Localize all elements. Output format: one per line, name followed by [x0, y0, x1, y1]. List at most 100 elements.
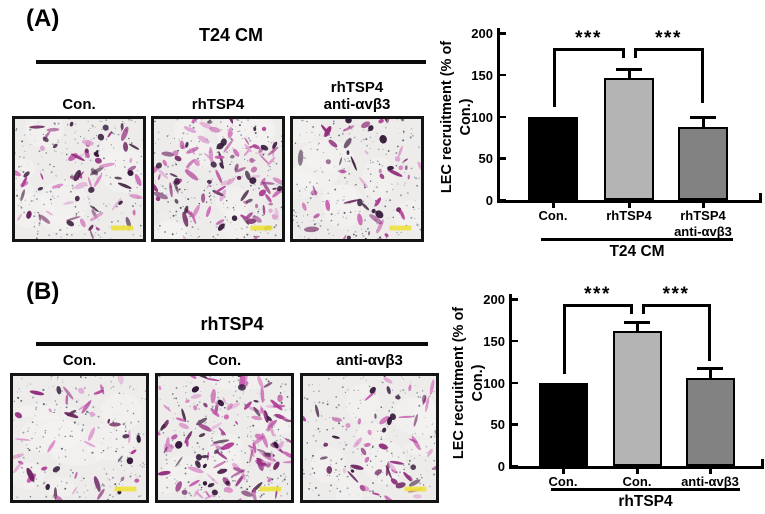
micrograph-image-rhtsp4-anti-avb3 [303, 376, 436, 500]
x-tick-2 [709, 469, 712, 474]
panel-b-group-title: rhTSP4 [200, 314, 264, 334]
y-tick-label: 50 [490, 417, 505, 433]
x-tick-0 [562, 469, 565, 474]
micrograph-image-t24cm-con [15, 119, 143, 239]
sig-bracket-bar [642, 304, 710, 307]
panel-b-column-label-con-1: Con. [62, 352, 97, 370]
y-tick-label: 100 [471, 109, 493, 125]
panel-a-bar-chart: 0 50 100 150 200 LEC recruitment (% of Con.) C… [420, 10, 765, 260]
y-tick-label: 50 [478, 151, 493, 167]
category-label-2: anti-αvβ3 [681, 474, 739, 489]
micrograph-t24cm-rhtsp4-anti-avb3 [290, 116, 424, 242]
y-tick-label: 150 [471, 67, 493, 83]
x-tick-2 [702, 203, 705, 208]
sig-bracket-left-drop [553, 48, 556, 108]
micrograph-image-t24cm-rhtsp4-anti-avb3 [293, 119, 421, 239]
scale-bar [259, 486, 282, 492]
x-group-label: rhTSP4 [618, 493, 673, 510]
error-bar-cap-1 [624, 321, 650, 325]
x-group-label: T24 CM [609, 243, 665, 260]
sig-bracket-right-drop [622, 48, 625, 59]
micrograph-rhtsp4-con-2 [155, 373, 294, 503]
micrograph-image-rhtsp4-con-2 [158, 376, 291, 500]
bar-1 [612, 330, 662, 466]
y-tick [512, 381, 518, 384]
sig-bracket-left-drop [563, 304, 566, 375]
x-group-underline [541, 238, 733, 241]
panel-a: (A) T24 CM Con. rhTSP4 rhTSP4 anti-αvβ3 … [12, 5, 765, 260]
error-bar-line-2 [702, 117, 705, 128]
bar-0 [528, 116, 578, 200]
micrograph-rhtsp4-anti-avb3 [300, 373, 439, 503]
category-label-0: Con. [548, 474, 578, 489]
y-tick-label: 0 [497, 459, 505, 474]
error-bar-line-2 [709, 368, 712, 379]
y-tick-label: 150 [483, 333, 505, 349]
category-label-1: rhTSP4 [606, 208, 652, 223]
x-group-underline [551, 488, 740, 491]
sig-bracket-right-drop [701, 48, 704, 104]
y-tick [500, 73, 506, 77]
panel-a-group-title: T24 CM [198, 25, 263, 45]
bar-2 [685, 378, 735, 466]
y-tick [512, 339, 518, 343]
y-tick-label: 200 [483, 292, 505, 307]
scale-bar [114, 486, 137, 492]
scale-bar [389, 225, 412, 231]
sig-bracket-right-drop [708, 304, 711, 361]
significance-stars: *** [584, 284, 611, 305]
micrograph-t24cm-rhtsp4 [151, 116, 285, 242]
bar-1 [604, 78, 654, 200]
panel-b-tag: (B) [26, 278, 60, 305]
micrograph-rhtsp4-con-1 [10, 373, 149, 503]
scale-bar [404, 486, 427, 492]
y-axis-title: LEC recruitment (% of Con.) [451, 306, 486, 459]
category-label-0: Con. [538, 208, 568, 223]
scale-bar [250, 225, 273, 231]
y-tick [500, 32, 506, 35]
error-bar-line-1 [628, 68, 631, 79]
significance-stars: *** [662, 284, 690, 305]
panel-a-column-label-rhtsp4: rhTSP4 [191, 96, 245, 114]
y-tick-label: 0 [485, 193, 493, 208]
y-tick-label: 100 [483, 375, 505, 391]
micrograph-image-rhtsp4-con-1 [13, 376, 146, 500]
panel-b-column-label-con-2: Con. [207, 352, 242, 370]
x-axis-end-tick [761, 459, 764, 466]
panel-b: (B) rhTSP4 Con. Con. anti-αvβ3 0 50 100 150… [0, 260, 765, 514]
panel-a-column-label-rhtsp4-anti-avb3: rhTSP4 anti-αvβ3 [323, 78, 391, 114]
x-axis [509, 466, 764, 469]
significance-stars: *** [575, 28, 602, 50]
category-label-1: Con. [622, 474, 652, 489]
panel-b-column-label-anti-avb3: anti-αvβ3 [336, 352, 403, 370]
panel-a-group-underline [36, 60, 426, 64]
x-tick-1 [636, 469, 639, 474]
panel-b-group-underline [36, 342, 428, 346]
bar-2 [678, 127, 728, 200]
x-tick-1 [628, 203, 631, 208]
y-axis-title: LEC recruitment (% of Con.) [439, 40, 474, 193]
error-bar-cap-1 [616, 67, 642, 71]
sig-bracket-bar [553, 48, 624, 51]
y-tick [500, 115, 506, 118]
panel-a-tag: (A) [26, 5, 60, 32]
y-tick-label: 200 [471, 26, 493, 41]
y-axis [509, 294, 512, 469]
error-bar-cap-2 [697, 367, 723, 371]
scale-bar [111, 225, 134, 231]
panel-a-column-label-con: Con. [62, 96, 96, 114]
y-tick [512, 423, 518, 426]
bar-0 [538, 382, 588, 466]
error-bar-line-1 [636, 322, 639, 331]
micrograph-image-t24cm-rhtsp4 [154, 119, 282, 239]
x-axis-end-tick [759, 193, 762, 200]
panel-b-bar-chart: 0 50 100 150 200 LEC recruitment (% of Con.) C… [432, 276, 765, 514]
sig-bracket-left-drop [634, 48, 637, 59]
micrograph-t24cm-con [12, 116, 146, 242]
sig-bracket-bar [563, 304, 632, 307]
y-tick [512, 298, 518, 301]
x-tick-0 [552, 203, 555, 208]
x-axis [497, 200, 762, 203]
sig-bracket-left-drop [642, 304, 645, 315]
